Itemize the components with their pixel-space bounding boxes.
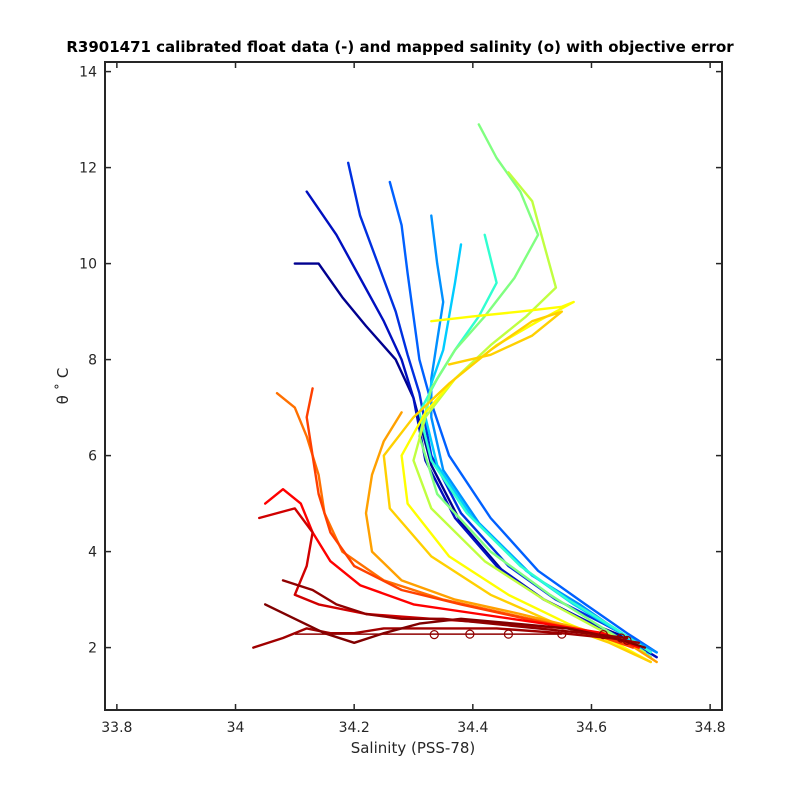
plot-frame [104, 61, 723, 711]
profile-lines [252, 123, 658, 664]
x-axis-label: Salinity (PSS-78) [351, 739, 476, 757]
profile-line-7 [418, 233, 652, 654]
y-tick-label: 8 [88, 353, 97, 369]
x-tick-label: 34.8 [695, 720, 726, 736]
plot-area: 33.8 34 34.2 34.4 34.6 34.8 2 4 6 8 10 12 14 [79, 61, 726, 736]
mapped-salinity-point [598, 630, 608, 640]
profile-line-19 [281, 579, 629, 640]
y-axis-label: θ ˚ C [54, 368, 72, 405]
x-tick-label: 34.4 [457, 720, 488, 736]
y-tick-label: 12 [79, 161, 97, 177]
chart-title: R3901471 calibrated float data (-) and m… [66, 38, 734, 56]
y-tick-label: 6 [88, 449, 97, 465]
mapped-salinity-point [557, 629, 567, 639]
y-tick-label: 10 [79, 257, 97, 273]
profile-line-2 [305, 190, 658, 659]
profile-line-4 [388, 180, 658, 654]
y-tick-label: 4 [88, 545, 97, 561]
y-tick-label: 14 [79, 65, 97, 81]
profile-line-17 [252, 627, 641, 649]
mapped-salinity-point [616, 633, 626, 643]
x-tick-label: 34 [227, 720, 245, 736]
profile-line-9 [412, 171, 647, 654]
mapped-salinity-markers [294, 629, 632, 646]
profile-line-5 [430, 214, 658, 654]
x-tick-label: 34.2 [339, 720, 370, 736]
mapped-salinity-point [465, 629, 475, 639]
profile-line-10 [400, 300, 652, 664]
plot-background [105, 62, 722, 710]
profile-line-15 [264, 488, 641, 649]
x-tick-label: 34.6 [576, 720, 607, 736]
x-tick-label: 33.8 [101, 720, 132, 736]
profile-line-11 [382, 310, 652, 664]
mapped-salinity-point [429, 630, 439, 640]
profile-line-8 [418, 123, 652, 659]
y-tick-label: 2 [88, 641, 97, 657]
profile-line-18 [264, 603, 647, 649]
mapped-salinity-point [622, 635, 632, 646]
axis-ticks: 33.8 34 34.2 34.4 34.6 34.8 2 4 6 8 10 12 14 [79, 62, 726, 736]
mapped-salinity-point [503, 629, 514, 639]
